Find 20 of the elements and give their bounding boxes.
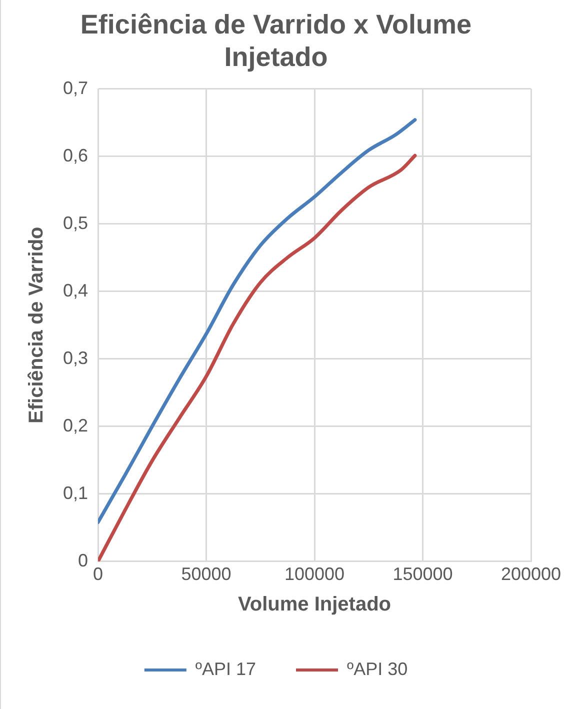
y-tick-label: 0,1 <box>62 482 88 503</box>
x-tick-label: 100000 <box>284 564 345 584</box>
chart-title: Eficiência de Varrido x Volume Injetado <box>80 10 472 72</box>
x-tick-label: 150000 <box>392 564 453 584</box>
line-series <box>98 154 417 562</box>
y-tick-label: 0,3 <box>62 348 88 368</box>
y-tick-label: 0,4 <box>62 280 88 300</box>
x-tick-label: 50000 <box>181 564 232 584</box>
y-tick-label: 0,7 <box>62 78 88 98</box>
x-tick-label: 200000 <box>500 564 562 584</box>
legend-label: ºAPI 30 <box>347 658 408 679</box>
y-axis-title: Eficiência de Varrido <box>26 226 48 424</box>
y-tick-label: 0,5 <box>62 212 88 233</box>
line-series <box>98 118 417 524</box>
x-axis-title: Volume Injetado <box>238 594 392 616</box>
x-tick-label: 0 <box>93 564 104 584</box>
legend-label: ºAPI 17 <box>195 658 256 679</box>
y-tick-label: 0,2 <box>62 415 88 436</box>
y-tick-label: 0 <box>78 550 88 570</box>
y-tick-label: 0,6 <box>62 145 88 166</box>
